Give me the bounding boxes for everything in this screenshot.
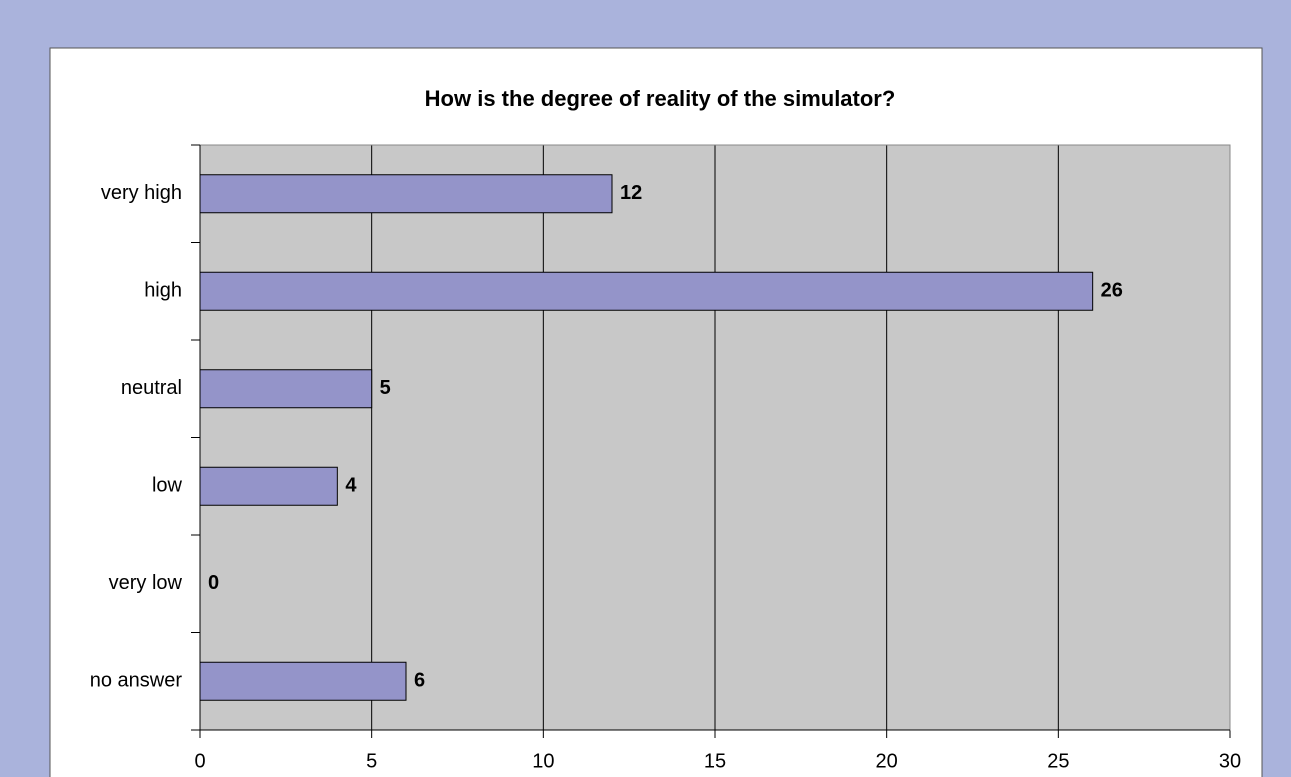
y-tick-label: low (152, 475, 183, 497)
x-tick-label: 5 (366, 750, 377, 772)
x-tick-label: 20 (876, 750, 898, 772)
value-label: 6 (414, 670, 425, 692)
bar (199, 466, 338, 506)
x-tick-label: 30 (1219, 750, 1241, 772)
chart-title: How is the degree of reality of the simu… (425, 86, 896, 111)
value-label: 0 (208, 572, 219, 594)
y-tick-label: very high (101, 182, 182, 204)
value-label: 26 (1101, 280, 1123, 302)
value-label: 12 (620, 182, 642, 204)
bar (199, 174, 613, 214)
y-tick-label: no answer (90, 670, 183, 692)
bar (199, 661, 407, 701)
x-tick-label: 25 (1047, 750, 1069, 772)
x-tick-label: 0 (194, 750, 205, 772)
y-tick-label: high (144, 280, 182, 302)
value-label: 5 (380, 377, 391, 399)
y-tick-label: very low (109, 572, 183, 594)
y-tick-label: neutral (121, 377, 182, 399)
x-tick-label: 10 (532, 750, 554, 772)
value-label: 4 (345, 475, 357, 497)
x-tick-label: 15 (704, 750, 726, 772)
bar (199, 369, 373, 409)
bar (199, 271, 1094, 311)
